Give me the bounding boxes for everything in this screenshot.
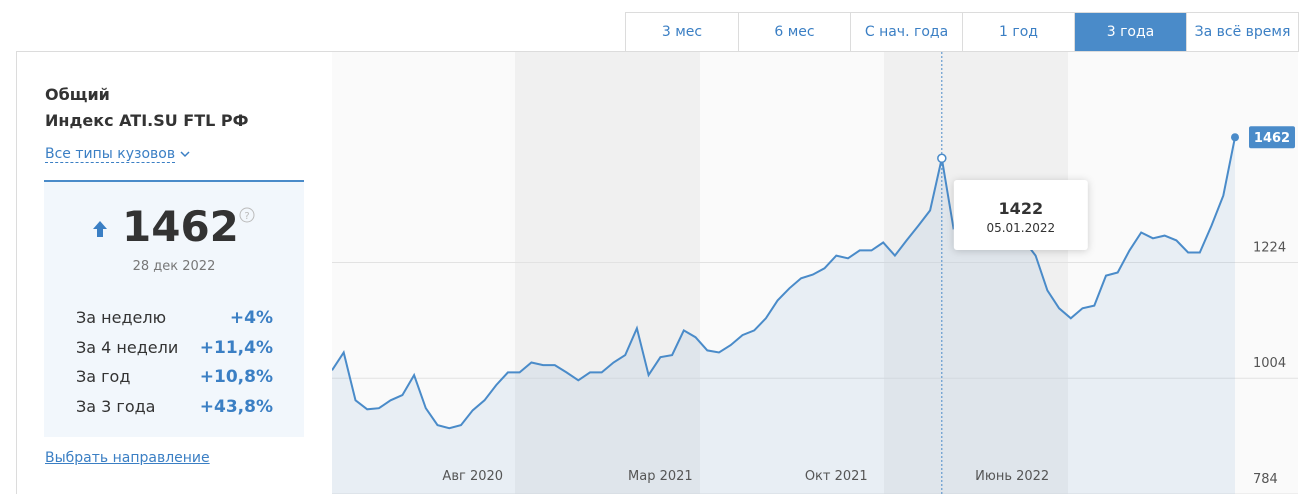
- tab[interactable]: 1 год: [962, 13, 1074, 52]
- panel-title: Общий: [45, 85, 110, 104]
- stat-value: +4%: [229, 308, 273, 328]
- tab[interactable]: 3 мес: [661, 24, 703, 40]
- stat-row: За год +10,8%: [76, 367, 273, 397]
- tab[interactable]: С нач. года: [850, 13, 962, 52]
- stat-label: За год: [76, 367, 131, 386]
- period-tabs: 3 мес 6 мес С нач. года 1 год 3 года За всё в…: [625, 12, 1299, 52]
- body-filter[interactable]: Все типы кузовов: [45, 146, 190, 163]
- band: [884, 52, 1068, 494]
- choose-direction-link[interactable]: Выбрать направление: [45, 450, 210, 466]
- hover-point: [937, 153, 947, 164]
- y-tick-label: 784: [1253, 472, 1278, 487]
- tab[interactable]: За всё время: [1186, 13, 1298, 52]
- stat-row: За неделю +4%: [76, 308, 273, 338]
- panel-subtitle: Индекс ATI.SU FTL РФ: [45, 111, 249, 130]
- x-tick-label: Авг 2020: [442, 469, 503, 484]
- last-value-badge: [1249, 126, 1295, 149]
- tab[interactable]: 6 мес: [738, 13, 850, 52]
- stat-label: За неделю: [76, 308, 167, 327]
- stat-label: За 3 года: [76, 396, 156, 416]
- x-tick-label: Июнь 2022: [975, 469, 1049, 484]
- band: [515, 52, 700, 494]
- help-icon[interactable]: ?: [239, 207, 255, 223]
- filter-text: Все типы кузовов: [45, 146, 176, 163]
- chevron: [180, 151, 190, 158]
- tooltip-date: 05.01.2022: [986, 221, 1055, 235]
- tooltip-value: 1422: [999, 199, 1044, 218]
- up-arrow: [93, 221, 107, 237]
- current-date: 28 дек 2022: [132, 259, 216, 274]
- summary-box: 1462 ? 28 дек 2022 За неделю +4% За 4 неде…: [44, 180, 304, 437]
- tab[interactable]: 3 года: [1074, 13, 1186, 52]
- stat-value: +43,8%: [199, 396, 273, 417]
- stat-label: За 4 недели: [76, 337, 179, 357]
- x-tick-label: Окт 2021: [805, 469, 868, 484]
- stat-value: +11,4%: [199, 337, 273, 358]
- tooltip-box: [953, 180, 1088, 250]
- stats: За неделю +4% За 4 недели +11,4% За год +10,8…: [76, 308, 273, 426]
- y-tick-label: 1224: [1253, 240, 1286, 255]
- svg-text:?: ?: [244, 211, 249, 222]
- stat-row: За 3 года +43,8%: [76, 397, 273, 427]
- stat-value: +10,8%: [199, 367, 273, 387]
- current-value: 1462: [122, 202, 239, 251]
- chart: 784 1004 1224 Авг 2020 Мар 2021 Окт 2021 Июнь …: [332, 52, 1298, 494]
- x-tick-label: Мар 2021: [628, 469, 693, 484]
- last-point: [1231, 133, 1239, 142]
- stat-row: За 4 недели +11,4%: [76, 338, 273, 368]
- last-value-label: 1462: [1254, 131, 1290, 146]
- line: [332, 137, 1236, 430]
- y-tick-label: 1004: [1253, 356, 1286, 371]
